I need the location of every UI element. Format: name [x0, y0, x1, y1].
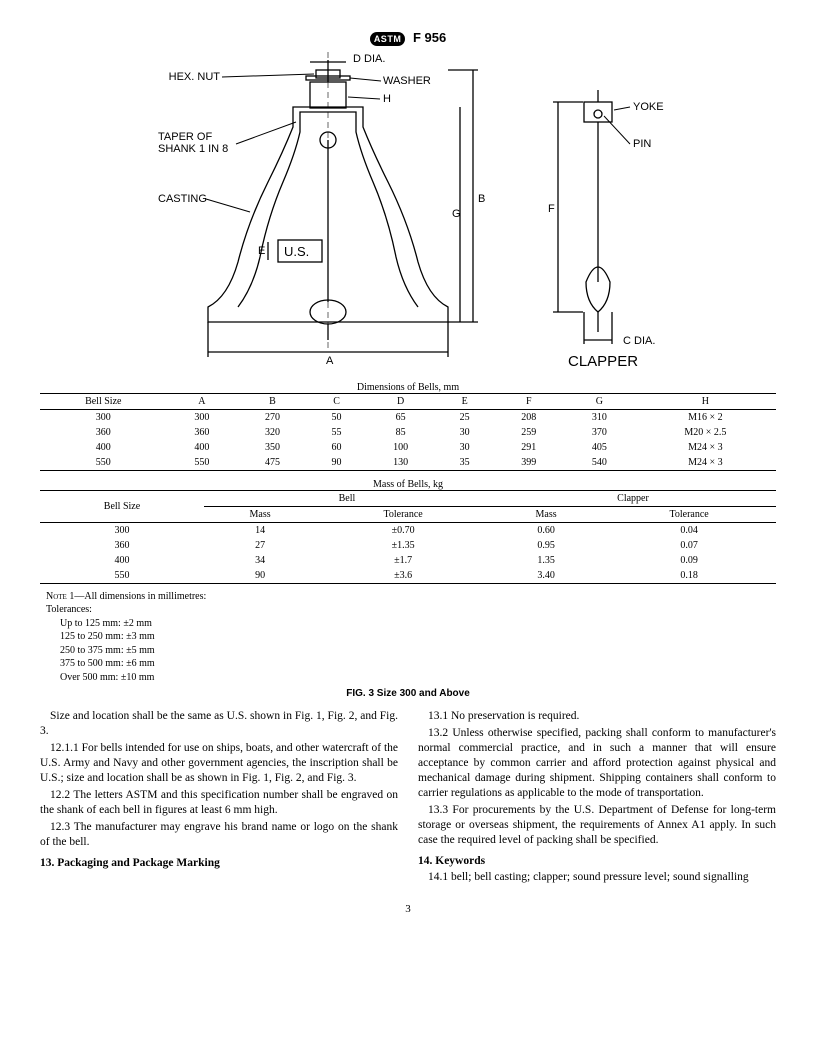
- table-row: 5505504759013035399540M24 × 3: [40, 455, 776, 471]
- bell-diagram-svg: HEX. NUT WASHER D DIA. H TAPER OF SHANK …: [128, 52, 688, 372]
- table-row: 40034±1.71.350.09: [40, 553, 776, 568]
- label-e: E: [258, 245, 265, 257]
- dim-col: F: [493, 393, 564, 409]
- tolerance-line: 250 to 375 mm: ±5 mm: [60, 644, 776, 658]
- dim-table-caption: Dimensions of Bells, mm: [40, 382, 776, 393]
- tolerance-line: Over 500 mm: ±10 mm: [60, 671, 776, 685]
- body-text: Size and location shall be the same as U…: [40, 709, 776, 885]
- notes-block: Note 1—All dimensions in millimetres: To…: [46, 590, 776, 685]
- dim-col: A: [167, 393, 238, 409]
- label-a: A: [326, 355, 334, 367]
- table-row: 360360320558530259370M20 × 2.5: [40, 425, 776, 440]
- label-c-dia: C DIA.: [623, 335, 655, 347]
- para-13-2: 13.2 Unless otherwise specified, packing…: [418, 726, 776, 801]
- label-f: F: [548, 203, 555, 215]
- table-row: 300300270506525208310M16 × 2: [40, 409, 776, 425]
- figure-title: FIG. 3 Size 300 and Above: [40, 688, 776, 699]
- label-yoke: YOKE: [633, 101, 664, 113]
- section-14-head: 14. Keywords: [418, 854, 776, 869]
- mass-table: Bell Size Bell Clapper MassToleranceMass…: [40, 490, 776, 584]
- mass-subcol: Tolerance: [316, 506, 490, 522]
- mass-subcol: Mass: [204, 506, 316, 522]
- table-row: 36027±1.350.950.07: [40, 538, 776, 553]
- label-b: B: [478, 193, 485, 205]
- tolerance-line: 375 to 500 mm: ±6 mm: [60, 657, 776, 671]
- label-taper-2: SHANK 1 IN 8: [158, 143, 228, 155]
- table-row: 55090±3.63.400.18: [40, 568, 776, 584]
- label-d-dia: D DIA.: [353, 53, 385, 65]
- label-h: H: [383, 93, 391, 105]
- para-13-3: 13.3 For procurements by the U.S. Depart…: [418, 803, 776, 848]
- note1: 1—All dimensions in millimetres:: [67, 591, 206, 602]
- dim-col: Bell Size: [40, 393, 167, 409]
- tol-label: Tolerances:: [46, 603, 776, 617]
- para-12-3: 12.3 The manufacturer may engrave his br…: [40, 820, 398, 850]
- dim-col: H: [635, 393, 776, 409]
- label-taper-1: TAPER OF: [158, 131, 212, 143]
- mass-group-bell: Bell: [204, 490, 490, 506]
- table-row: 4004003506010030291405M24 × 3: [40, 440, 776, 455]
- label-clapper: CLAPPER: [568, 353, 638, 370]
- dim-col: G: [564, 393, 635, 409]
- label-hex-nut: HEX. NUT: [169, 71, 221, 83]
- dim-col: B: [237, 393, 308, 409]
- figure-diagram: HEX. NUT WASHER D DIA. H TAPER OF SHANK …: [40, 52, 776, 372]
- label-us: U.S.: [284, 244, 309, 259]
- para-14-1: 14.1 bell; bell casting; clapper; sound …: [418, 870, 776, 885]
- label-casting: CASTING: [158, 193, 207, 205]
- spec-number: F 956: [413, 30, 446, 45]
- section-13-head: 13. Packaging and Package Marking: [40, 856, 398, 871]
- label-washer: WASHER: [383, 75, 431, 87]
- mass-subcol: Mass: [490, 506, 602, 522]
- para-size-location: Size and location shall be the same as U…: [40, 709, 398, 739]
- dimensions-table: Bell SizeABCDEFGH 300300270506525208310M…: [40, 393, 776, 471]
- dim-col: E: [436, 393, 494, 409]
- dim-col: C: [308, 393, 366, 409]
- astm-badge: ASTM: [370, 32, 406, 46]
- tolerance-line: Up to 125 mm: ±2 mm: [60, 617, 776, 631]
- para-12-2: 12.2 The letters ASTM and this specifica…: [40, 788, 398, 818]
- para-12-1-1: 12.1.1 For bells intended for use on shi…: [40, 741, 398, 786]
- para-13-1: 13.1 No preservation is required.: [418, 709, 776, 724]
- note-label: Note: [46, 591, 67, 602]
- mass-col0: Bell Size: [40, 490, 204, 522]
- page-header: ASTM F 956: [40, 30, 776, 46]
- label-g: G: [452, 208, 461, 220]
- tolerance-line: 125 to 250 mm: ±3 mm: [60, 630, 776, 644]
- mass-subcol: Tolerance: [602, 506, 776, 522]
- mass-table-caption: Mass of Bells, kg: [40, 479, 776, 490]
- page-number: 3: [40, 903, 776, 915]
- dim-col: D: [365, 393, 436, 409]
- mass-group-clapper: Clapper: [490, 490, 776, 506]
- table-row: 30014±0.700.600.04: [40, 522, 776, 538]
- label-pin: PIN: [633, 138, 651, 150]
